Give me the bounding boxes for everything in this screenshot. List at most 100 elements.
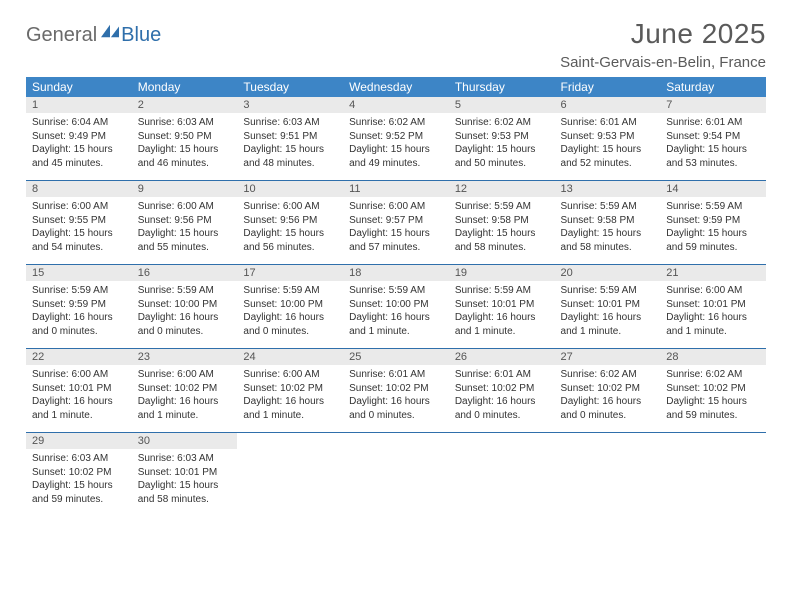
brand-part1: General: [26, 24, 97, 47]
day-number-cell: [660, 433, 766, 449]
location-label: Saint-Gervais-en-Belin, France: [560, 54, 766, 71]
sunset-line: Sunset: 9:58 PM: [561, 214, 655, 228]
dow-header-row: SundayMondayTuesdayWednesdayThursdayFrid…: [26, 77, 766, 97]
day-number-cell: 14: [660, 181, 766, 197]
sunrise-line: Sunrise: 6:00 AM: [243, 368, 337, 382]
day-info-cell: Sunrise: 5:59 AMSunset: 9:58 PMDaylight:…: [555, 197, 661, 265]
sunset-line: Sunset: 9:58 PM: [455, 214, 549, 228]
sunrise-line: Sunrise: 5:59 AM: [243, 284, 337, 298]
daylight-line: Daylight: 15 hours and 50 minutes.: [455, 143, 549, 170]
sunset-line: Sunset: 9:59 PM: [666, 214, 760, 228]
daylight-line: Daylight: 15 hours and 58 minutes.: [561, 227, 655, 254]
daylight-line: Daylight: 16 hours and 1 minute.: [349, 311, 443, 338]
day-info-cell: Sunrise: 6:00 AMSunset: 10:02 PMDaylight…: [237, 365, 343, 433]
sunset-line: Sunset: 9:51 PM: [243, 130, 337, 144]
day-info-cell: [660, 449, 766, 516]
day-info-cell: Sunrise: 6:00 AMSunset: 10:01 PMDaylight…: [26, 365, 132, 433]
day-number-cell: 12: [449, 181, 555, 197]
brand-mark-icon: [101, 24, 119, 38]
day-info-cell: Sunrise: 6:01 AMSunset: 9:53 PMDaylight:…: [555, 113, 661, 181]
sunset-line: Sunset: 9:59 PM: [32, 298, 126, 312]
day-number-cell: 27: [555, 349, 661, 365]
daylight-line: Daylight: 15 hours and 59 minutes.: [666, 395, 760, 422]
sunrise-line: Sunrise: 6:03 AM: [138, 452, 232, 466]
day-number-cell: 17: [237, 265, 343, 281]
sunrise-line: Sunrise: 6:02 AM: [561, 368, 655, 382]
sunset-line: Sunset: 10:01 PM: [455, 298, 549, 312]
day-number-cell: 20: [555, 265, 661, 281]
sunset-line: Sunset: 10:02 PM: [32, 466, 126, 480]
day-info-cell: Sunrise: 6:00 AMSunset: 10:02 PMDaylight…: [132, 365, 238, 433]
day-info-row: Sunrise: 5:59 AMSunset: 9:59 PMDaylight:…: [26, 281, 766, 349]
daylight-line: Daylight: 15 hours and 58 minutes.: [455, 227, 549, 254]
daylight-line: Daylight: 15 hours and 53 minutes.: [666, 143, 760, 170]
sunrise-line: Sunrise: 6:02 AM: [349, 116, 443, 130]
day-info-cell: Sunrise: 5:59 AMSunset: 10:00 PMDaylight…: [343, 281, 449, 349]
day-info-cell: Sunrise: 6:02 AMSunset: 10:02 PMDaylight…: [660, 365, 766, 433]
daylight-line: Daylight: 16 hours and 0 minutes.: [32, 311, 126, 338]
day-info-cell: Sunrise: 6:02 AMSunset: 9:53 PMDaylight:…: [449, 113, 555, 181]
day-info-cell: Sunrise: 6:02 AMSunset: 10:02 PMDaylight…: [555, 365, 661, 433]
sunset-line: Sunset: 10:02 PM: [243, 382, 337, 396]
dow-header-cell: Wednesday: [343, 77, 449, 97]
sunrise-line: Sunrise: 6:00 AM: [349, 200, 443, 214]
daylight-line: Daylight: 15 hours and 49 minutes.: [349, 143, 443, 170]
day-info-cell: [449, 449, 555, 516]
sunrise-line: Sunrise: 6:03 AM: [243, 116, 337, 130]
dow-header-cell: Monday: [132, 77, 238, 97]
day-number-cell: 15: [26, 265, 132, 281]
sunset-line: Sunset: 10:02 PM: [349, 382, 443, 396]
sunrise-line: Sunrise: 6:00 AM: [32, 368, 126, 382]
sunset-line: Sunset: 9:56 PM: [138, 214, 232, 228]
sunset-line: Sunset: 9:57 PM: [349, 214, 443, 228]
daylight-line: Daylight: 16 hours and 0 minutes.: [561, 395, 655, 422]
sunrise-line: Sunrise: 6:00 AM: [243, 200, 337, 214]
day-info-cell: Sunrise: 6:00 AMSunset: 9:56 PMDaylight:…: [237, 197, 343, 265]
day-number-row: 1234567: [26, 97, 766, 113]
sunset-line: Sunset: 9:56 PM: [243, 214, 337, 228]
brand-part2: Blue: [121, 24, 161, 47]
day-info-cell: Sunrise: 5:59 AMSunset: 10:01 PMDaylight…: [449, 281, 555, 349]
daylight-line: Daylight: 15 hours and 57 minutes.: [349, 227, 443, 254]
day-number-row: 15161718192021: [26, 265, 766, 281]
sunset-line: Sunset: 9:52 PM: [349, 130, 443, 144]
sunset-line: Sunset: 9:53 PM: [455, 130, 549, 144]
sunset-line: Sunset: 9:49 PM: [32, 130, 126, 144]
sunrise-line: Sunrise: 5:59 AM: [32, 284, 126, 298]
day-number-cell: 21: [660, 265, 766, 281]
day-info-cell: Sunrise: 5:59 AMSunset: 10:00 PMDaylight…: [237, 281, 343, 349]
sunset-line: Sunset: 10:02 PM: [561, 382, 655, 396]
day-info-cell: [343, 449, 449, 516]
sunrise-line: Sunrise: 6:01 AM: [455, 368, 549, 382]
sunset-line: Sunset: 9:50 PM: [138, 130, 232, 144]
daylight-line: Daylight: 16 hours and 0 minutes.: [455, 395, 549, 422]
daylight-line: Daylight: 16 hours and 0 minutes.: [138, 311, 232, 338]
day-number-cell: [237, 433, 343, 449]
day-number-cell: 2: [132, 97, 238, 113]
day-info-row: Sunrise: 6:00 AMSunset: 9:55 PMDaylight:…: [26, 197, 766, 265]
day-info-cell: Sunrise: 6:03 AMSunset: 10:02 PMDaylight…: [26, 449, 132, 516]
daylight-line: Daylight: 16 hours and 1 minute.: [455, 311, 549, 338]
sunrise-line: Sunrise: 6:03 AM: [138, 116, 232, 130]
day-number-cell: 11: [343, 181, 449, 197]
daylight-line: Daylight: 15 hours and 55 minutes.: [138, 227, 232, 254]
day-number-row: 2930: [26, 433, 766, 449]
sunrise-line: Sunrise: 6:04 AM: [32, 116, 126, 130]
day-info-cell: Sunrise: 6:00 AMSunset: 9:56 PMDaylight:…: [132, 197, 238, 265]
daylight-line: Daylight: 15 hours and 46 minutes.: [138, 143, 232, 170]
day-number-cell: 6: [555, 97, 661, 113]
sunrise-line: Sunrise: 6:00 AM: [138, 368, 232, 382]
daylight-line: Daylight: 16 hours and 0 minutes.: [349, 395, 443, 422]
day-number-cell: [555, 433, 661, 449]
day-info-cell: Sunrise: 5:59 AMSunset: 10:01 PMDaylight…: [555, 281, 661, 349]
dow-header-cell: Tuesday: [237, 77, 343, 97]
daylight-line: Daylight: 16 hours and 1 minute.: [32, 395, 126, 422]
day-number-cell: 3: [237, 97, 343, 113]
daylight-line: Daylight: 15 hours and 56 minutes.: [243, 227, 337, 254]
sunrise-line: Sunrise: 5:59 AM: [455, 284, 549, 298]
sunset-line: Sunset: 10:02 PM: [666, 382, 760, 396]
day-number-cell: 28: [660, 349, 766, 365]
sunrise-line: Sunrise: 5:59 AM: [349, 284, 443, 298]
day-number-cell: 16: [132, 265, 238, 281]
day-info-row: Sunrise: 6:00 AMSunset: 10:01 PMDaylight…: [26, 365, 766, 433]
